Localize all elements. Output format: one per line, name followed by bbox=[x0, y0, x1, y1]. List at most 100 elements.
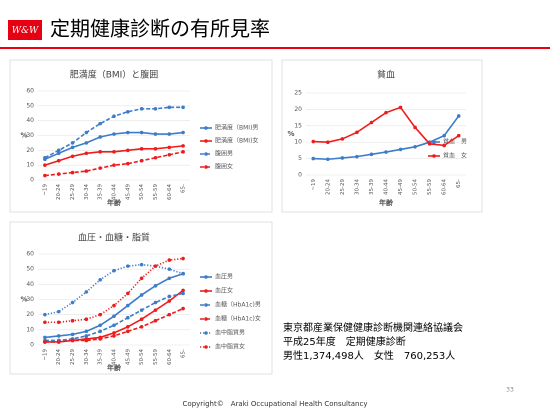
x-tick-label: 65- bbox=[456, 179, 462, 188]
data-point bbox=[84, 141, 89, 145]
data-point bbox=[167, 267, 172, 271]
data-point bbox=[398, 147, 403, 152]
data-point bbox=[340, 156, 345, 160]
data-point bbox=[56, 334, 61, 338]
y-tick-label: 20 bbox=[294, 106, 302, 113]
data-point bbox=[84, 151, 89, 156]
data-point bbox=[167, 145, 172, 150]
legend-marker bbox=[204, 152, 208, 156]
data-point bbox=[126, 148, 130, 153]
logo-box bbox=[8, 20, 42, 40]
legend-label: 腹囲男 bbox=[215, 150, 233, 158]
data-point bbox=[181, 271, 185, 276]
x-tick-label: 45-49 bbox=[125, 184, 131, 200]
data-point bbox=[56, 172, 61, 176]
legend-label: 腹囲女 bbox=[215, 163, 233, 171]
x-axis-label: 年齢 bbox=[107, 198, 122, 207]
data-point bbox=[139, 308, 144, 312]
data-point bbox=[56, 340, 61, 344]
x-tick-label: 25-29 bbox=[70, 349, 76, 365]
slide-title: 定期健康診断の有所見率 bbox=[50, 17, 270, 41]
x-tick-label: 60-64 bbox=[167, 349, 173, 365]
series-line bbox=[44, 263, 184, 316]
data-point bbox=[112, 334, 116, 338]
data-point bbox=[153, 300, 158, 305]
x-tick-label: 50-54 bbox=[413, 179, 419, 195]
legend-marker bbox=[432, 140, 436, 144]
data-point bbox=[139, 276, 144, 281]
data-point bbox=[311, 139, 316, 144]
y-tick-label: 30 bbox=[26, 296, 34, 303]
x-axis-label: 年齢 bbox=[379, 198, 394, 207]
data-point bbox=[98, 277, 102, 282]
data-point bbox=[139, 147, 144, 151]
y-tick-label: 50 bbox=[26, 266, 34, 273]
data-point bbox=[355, 130, 359, 135]
data-point bbox=[456, 114, 461, 118]
legend-label: 血糖（HbA1c)男 bbox=[215, 301, 261, 309]
data-point bbox=[153, 155, 158, 160]
data-point bbox=[98, 121, 102, 126]
data-point bbox=[112, 314, 116, 318]
legend-label: 血糖（HbA1c)女 bbox=[215, 315, 261, 323]
data-point bbox=[56, 309, 61, 314]
data-point bbox=[181, 306, 185, 311]
data-point bbox=[98, 135, 102, 139]
data-point bbox=[181, 144, 185, 148]
chart-title: 肥満度（BMI）と腹囲 bbox=[70, 69, 159, 81]
data-point bbox=[398, 105, 403, 110]
data-point bbox=[139, 293, 144, 297]
x-tick-label: 20-24 bbox=[325, 179, 331, 195]
data-point bbox=[70, 141, 75, 145]
data-point bbox=[84, 334, 89, 338]
data-point bbox=[56, 148, 61, 153]
data-point bbox=[126, 315, 130, 320]
data-point bbox=[413, 125, 417, 130]
legend-marker bbox=[204, 165, 208, 169]
page-number: 33 bbox=[506, 387, 514, 394]
chart-panel bbox=[281, 59, 483, 213]
legend-marker bbox=[204, 289, 208, 293]
y-tick-label: 30 bbox=[26, 132, 34, 139]
data-point bbox=[326, 140, 330, 144]
y-axis-label: % bbox=[20, 132, 27, 140]
data-point bbox=[43, 312, 47, 317]
data-point bbox=[167, 152, 172, 157]
data-point bbox=[43, 340, 47, 344]
legend-label: 血圧男 bbox=[215, 273, 233, 281]
data-point bbox=[139, 130, 144, 135]
data-point bbox=[70, 170, 75, 175]
data-point bbox=[181, 256, 185, 261]
data-point bbox=[153, 284, 158, 288]
data-point bbox=[442, 143, 446, 148]
data-point bbox=[153, 318, 158, 323]
data-point bbox=[56, 158, 61, 163]
data-point bbox=[181, 105, 185, 110]
x-tick-label: 35-39 bbox=[369, 179, 375, 195]
y-tick-label: 5 bbox=[298, 155, 302, 162]
y-axis-label: % bbox=[287, 130, 294, 138]
y-tick-label: 50 bbox=[26, 102, 34, 109]
x-tick-label: 55-59 bbox=[427, 179, 433, 195]
data-point bbox=[112, 268, 116, 273]
data-point bbox=[126, 109, 130, 114]
x-tick-label: ~19 bbox=[311, 179, 317, 191]
data-point bbox=[56, 151, 61, 156]
x-tick-label: 30-34 bbox=[354, 179, 360, 195]
y-tick-label: 60 bbox=[26, 251, 34, 258]
x-tick-label: 35-39 bbox=[98, 184, 104, 200]
data-point bbox=[355, 154, 359, 159]
data-point bbox=[384, 150, 388, 154]
y-axis-label: % bbox=[20, 296, 27, 304]
x-tick-label: 40-44 bbox=[384, 179, 390, 195]
data-point bbox=[70, 338, 75, 343]
data-point bbox=[43, 173, 47, 178]
data-point bbox=[43, 155, 47, 160]
x-tick-label: 40-44 bbox=[112, 349, 118, 365]
x-tick-label: 45-49 bbox=[125, 349, 131, 365]
y-tick-label: 0 bbox=[30, 177, 34, 184]
x-tick-label: 60-64 bbox=[167, 184, 173, 200]
data-point bbox=[98, 166, 102, 170]
